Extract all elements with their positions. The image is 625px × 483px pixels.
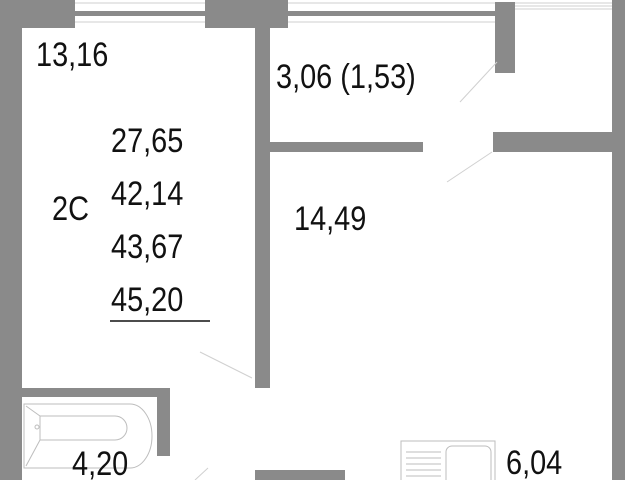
wall-partition-horizontal-left	[270, 142, 423, 152]
apartment-type: 2С	[52, 190, 89, 228]
room-1-area: 13,16	[36, 36, 109, 74]
wall-partition-horizontal-right	[493, 132, 613, 152]
window-frame-left	[75, 11, 205, 16]
window-frame-mid	[288, 11, 495, 16]
total-area-loggia-coef: 43,67	[111, 228, 184, 266]
wall-left-outer	[0, 0, 22, 480]
bathroom-area: 4,20	[72, 445, 129, 483]
total-area-with-loggia: 45,20	[111, 281, 184, 319]
wall-top-right-pillar	[495, 2, 515, 73]
wall-right-outer	[612, 0, 625, 480]
wall-top-left-block	[0, 0, 75, 28]
bathtub-icon	[23, 403, 153, 469]
room-2-area: 14,49	[294, 200, 367, 238]
wall-bathroom-right	[157, 388, 170, 456]
window-lines	[75, 2, 612, 23]
wall-stub	[255, 380, 270, 388]
living-area: 27,65	[111, 122, 184, 160]
sink-icon	[400, 440, 496, 480]
door-swings	[194, 61, 498, 480]
wall-bathroom-top	[22, 388, 170, 397]
wall-bottom-block	[255, 470, 345, 480]
wall-top-mid-block	[205, 0, 288, 28]
loggia-area: 3,06 (1,53)	[276, 58, 416, 96]
total-area: 42,14	[111, 175, 184, 213]
wall-partition-vertical	[255, 22, 270, 388]
kitchen-area: 6,04	[506, 444, 563, 482]
